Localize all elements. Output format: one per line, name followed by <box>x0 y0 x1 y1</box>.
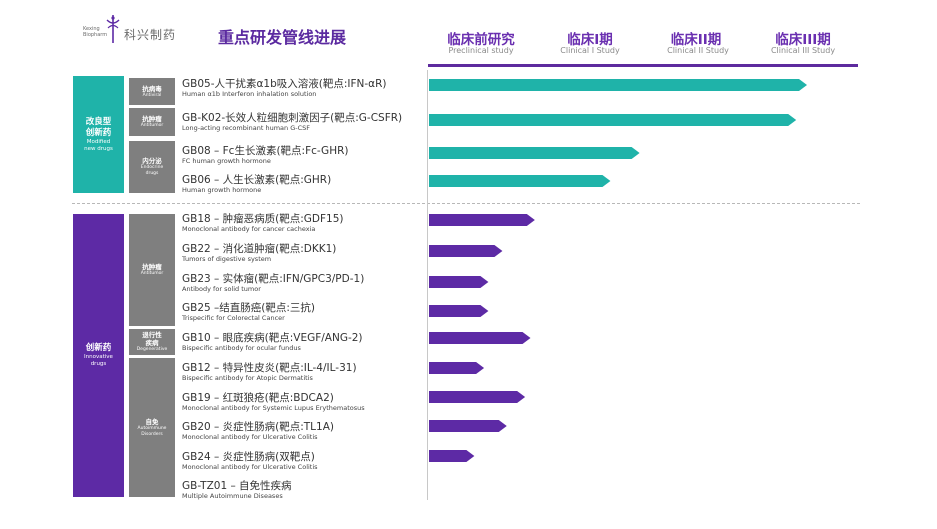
pipeline-bar <box>429 391 526 403</box>
stage-clinical-1-en: Clinical I Study <box>560 46 620 55</box>
pipeline-item-english: Trispecific for Colorectal Cancer <box>182 314 285 322</box>
pipeline-item-name: GB-TZ01 – 自免性疾病 <box>182 480 292 492</box>
pipeline-item-english: Human growth hormone <box>182 186 262 194</box>
pipeline-item-english: Monoclonal antibody for cancer cachexia <box>182 225 316 233</box>
pipeline-bar <box>429 114 797 126</box>
pipeline-item-name: GB20 – 炎症性肠病(靶点:TL1A) <box>182 421 334 433</box>
group-modified-cn-2: 创新药 <box>85 127 112 138</box>
subgroup-antiviral-cn: 抗病毒 <box>142 84 162 93</box>
stage-preclinical-en: Preclinical study <box>448 46 514 55</box>
chart-axis-line <box>427 70 428 500</box>
pipeline-item-name: GB25 –结直肠癌(靶点:三抗) <box>182 302 316 314</box>
subgroup-degenerative: 退行性 疾病 Degenerative <box>129 329 175 355</box>
subgroup-degenerative-cn-2: 疾病 <box>145 339 159 347</box>
logo-en-line2: Biopharm <box>83 32 108 38</box>
subgroup-endocrine-en-2: drugs <box>145 171 159 176</box>
pipeline-item-name: GB22 – 消化道肿瘤(靶点:DKK1) <box>182 243 337 255</box>
stage-clinical-2-label: 临床II期 <box>670 32 722 48</box>
stage-clinical-2-en: Clinical II Study <box>667 46 729 55</box>
pipeline-item-name: GB18 – 肿瘤恶病质(靶点:GDF15) <box>182 213 344 225</box>
pipeline-bar <box>429 420 507 432</box>
pipeline-item-english: Multiple Autoimmune Diseases <box>182 492 283 500</box>
subgroup-autoimmune-cn: 自免 <box>145 417 159 426</box>
pipeline-item-name: GB12 – 特异性皮炎(靶点:IL-4/IL-31) <box>182 362 357 374</box>
group-innovative-cn: 创新药 <box>85 343 112 353</box>
subgroup-endocrine-en-1: Endocrine <box>140 165 164 170</box>
group-innovative-en-1: Innovative <box>84 354 113 360</box>
pipeline-bar <box>429 332 531 344</box>
pipeline-item-name: GB05-人干扰素α1b吸入溶液(靶点:IFN-αR) <box>182 78 387 90</box>
stage-clinical-1-label: 临床I期 <box>567 32 613 48</box>
group-divider <box>72 203 860 204</box>
pipeline-bar <box>429 214 535 226</box>
pipeline-bar <box>429 305 489 317</box>
subgroup-autoimmune-en-2: Disorders <box>141 431 163 437</box>
pipeline-item-name: GB-K02-长效人粒细胞刺激因子(靶点:G-CSFR) <box>182 112 403 124</box>
group-modified-block: 改良型 创新药 Modified new drugs <box>73 76 124 193</box>
pipeline-item-name: GB24 – 炎症性肠病(双靶点) <box>182 451 315 463</box>
stage-clinical-3-en: Clinical III Study <box>770 46 836 55</box>
pipeline-bar <box>429 450 475 462</box>
header-rule <box>428 64 858 67</box>
pipeline-bar <box>429 79 807 91</box>
subgroup-autoimmune: 自免 Autoimmune Disorders <box>129 358 175 497</box>
pipeline-item-name: GB06 – 人生长激素(靶点:GHR) <box>182 174 332 186</box>
subgroup-antitumor2-cn: 抗肿瘤 <box>142 263 162 271</box>
pipeline-item-english: Bispecific antibody for ocular fundus <box>182 344 301 352</box>
logo-english-text: Kexing Biopharm <box>83 26 108 38</box>
subgroup-antitumor1-en: Antitumor <box>140 123 164 128</box>
logo-chinese-text: 科兴制药 <box>124 28 177 42</box>
pipeline-item-english: Tumors of digestive system <box>182 255 272 263</box>
group-modified-en-1: Modified <box>86 138 111 145</box>
group-modified-cn-1: 改良型 <box>85 116 112 127</box>
group-innovative-en-2: drugs <box>90 361 107 367</box>
pipeline-bar <box>429 245 503 257</box>
kexing-logo-icon <box>106 15 120 43</box>
pipeline-item-english: Human α1b Interferon inhalation solution <box>182 90 317 98</box>
pipeline-bar <box>429 175 611 187</box>
subgroup-autoimmune-en-1: Autoimmune <box>137 425 167 431</box>
pipeline-item-english: Bispecific antibody for Atopic Dermatiti… <box>182 374 313 382</box>
pipeline-bar <box>429 362 485 374</box>
pipeline-bar <box>429 147 640 159</box>
subgroup-endocrine-cn: 内分泌 <box>142 157 162 165</box>
pipeline-item-english: FC human growth hormone <box>182 157 271 165</box>
group-modified-en-2: new drugs <box>84 145 113 152</box>
pipeline-item-english: Long-acting recombinant human G-CSF <box>182 124 311 132</box>
pipeline-item-name: GB08 – Fc生长激素(靶点:Fc-GHR) <box>182 145 349 157</box>
pipeline-item-name: GB23 – 实体瘤(靶点:IFN/GPC3/PD-1) <box>182 273 365 285</box>
subgroup-antitumor2-en: Antitumor <box>140 271 164 276</box>
group-innovative-block: 创新药 Innovative drugs <box>73 214 124 497</box>
subgroup-antiviral: 抗病毒 Antiviral <box>129 78 175 105</box>
pipeline-item-english: Monoclonal antibody for Ulcerative Colit… <box>182 433 318 441</box>
pipeline-item-name: GB19 – 红斑狼疮(靶点:BDCA2) <box>182 392 334 404</box>
subgroup-antitumor1-cn: 抗肿瘤 <box>142 115 162 123</box>
pipeline-item-english: Antibody for solid tumor <box>182 285 261 293</box>
pipeline-item-english: Monoclonal antibody for Ulcerative Colit… <box>182 463 318 471</box>
subgroup-antitumor-innovative: 抗肿瘤 Antitumor <box>129 214 175 326</box>
subgroup-antitumor-modified: 抗肿瘤 Antitumor <box>129 108 175 136</box>
pipeline-item-english: Monoclonal antibody for Systemic Lupus E… <box>182 404 365 412</box>
subgroup-degenerative-en: Degenerative <box>136 347 168 352</box>
pipeline-item-name: GB10 – 眼底疾病(靶点:VEGF/ANG-2) <box>182 332 363 344</box>
subgroup-endocrine: 内分泌 Endocrine drugs <box>129 141 175 193</box>
subgroup-antiviral-en: Antiviral <box>142 92 162 98</box>
page-title: 重点研发管线进展 <box>218 28 347 47</box>
pipeline-bar <box>429 276 489 288</box>
stage-preclinical-label: 临床前研究 <box>447 32 515 48</box>
stage-clinical-3-label: 临床III期 <box>775 32 831 48</box>
logo-en-line1: Kexing <box>83 26 100 32</box>
subgroup-degenerative-cn-1: 退行性 <box>142 331 162 339</box>
